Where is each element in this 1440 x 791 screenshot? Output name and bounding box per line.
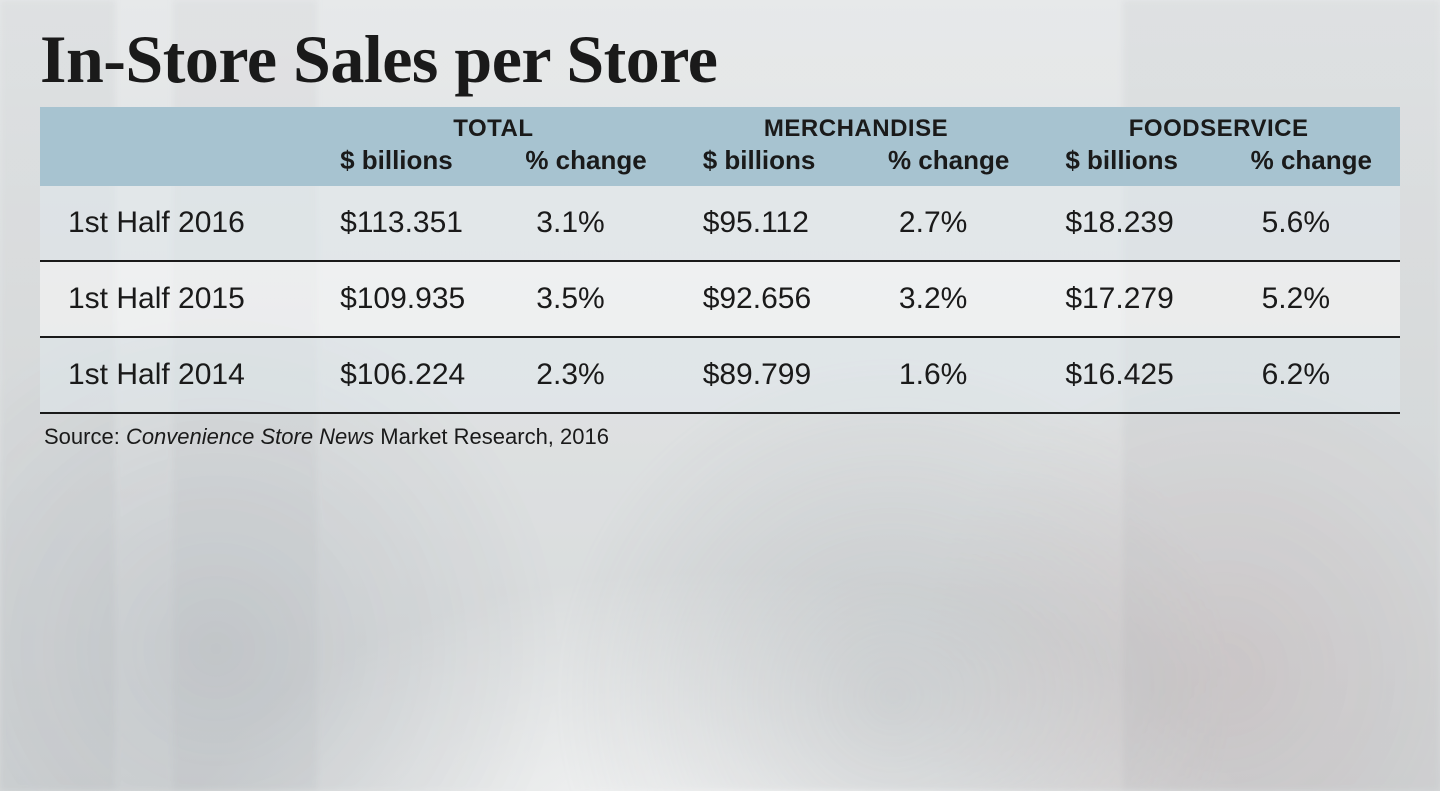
column-group-total: TOTAL <box>312 107 675 145</box>
column-group-foodservice: FOODSERVICE <box>1037 107 1400 145</box>
cell-total-change: 3.5% <box>493 261 674 337</box>
table-header-spacer <box>40 107 312 145</box>
row-label-2016: 1st Half 2016 <box>40 186 312 261</box>
table-header-group-row: TOTAL MERCHANDISE FOODSERVICE <box>40 107 1400 145</box>
subheader-total-change: % change <box>493 145 674 186</box>
cell-food-change: 5.2% <box>1219 261 1400 337</box>
table-row: 1st Half 2016 $113.351 3.1% $95.112 2.7%… <box>40 186 1400 261</box>
cell-merch-change: 3.2% <box>856 261 1037 337</box>
column-group-merchandise: MERCHANDISE <box>675 107 1038 145</box>
cell-food-change: 6.2% <box>1219 337 1400 413</box>
cell-merch-billions: $92.656 <box>675 261 856 337</box>
cell-total-change: 3.1% <box>493 186 674 261</box>
table-row: 1st Half 2014 $106.224 2.3% $89.799 1.6%… <box>40 337 1400 413</box>
source-line: Source: Convenience Store News Market Re… <box>40 414 1400 460</box>
table-header-spacer <box>40 145 312 186</box>
subheader-total-billions: $ billions <box>312 145 493 186</box>
cell-total-billions: $109.935 <box>312 261 493 337</box>
subheader-food-billions: $ billions <box>1037 145 1218 186</box>
page-title: In-Store Sales per Store <box>40 20 1400 99</box>
cell-total-change: 2.3% <box>493 337 674 413</box>
cell-total-billions: $113.351 <box>312 186 493 261</box>
cell-merch-billions: $89.799 <box>675 337 856 413</box>
source-name: Convenience Store News <box>126 424 374 449</box>
cell-merch-change: 2.7% <box>856 186 1037 261</box>
cell-food-billions: $16.425 <box>1037 337 1218 413</box>
cell-merch-change: 1.6% <box>856 337 1037 413</box>
table-row: 1st Half 2015 $109.935 3.5% $92.656 3.2%… <box>40 261 1400 337</box>
content-wrapper: In-Store Sales per Store TOTAL MERCHANDI… <box>0 0 1440 460</box>
cell-merch-billions: $95.112 <box>675 186 856 261</box>
cell-food-billions: $18.239 <box>1037 186 1218 261</box>
cell-total-billions: $106.224 <box>312 337 493 413</box>
source-suffix: Market Research, 2016 <box>374 424 609 449</box>
cell-food-billions: $17.279 <box>1037 261 1218 337</box>
source-prefix: Source: <box>44 424 126 449</box>
cell-food-change: 5.6% <box>1219 186 1400 261</box>
row-label-2014: 1st Half 2014 <box>40 337 312 413</box>
subheader-merch-billions: $ billions <box>675 145 856 186</box>
sales-table: TOTAL MERCHANDISE FOODSERVICE $ billions… <box>40 107 1400 414</box>
subheader-food-change: % change <box>1219 145 1400 186</box>
subheader-merch-change: % change <box>856 145 1037 186</box>
table-header-sub-row: $ billions % change $ billions % change … <box>40 145 1400 186</box>
row-label-2015: 1st Half 2015 <box>40 261 312 337</box>
